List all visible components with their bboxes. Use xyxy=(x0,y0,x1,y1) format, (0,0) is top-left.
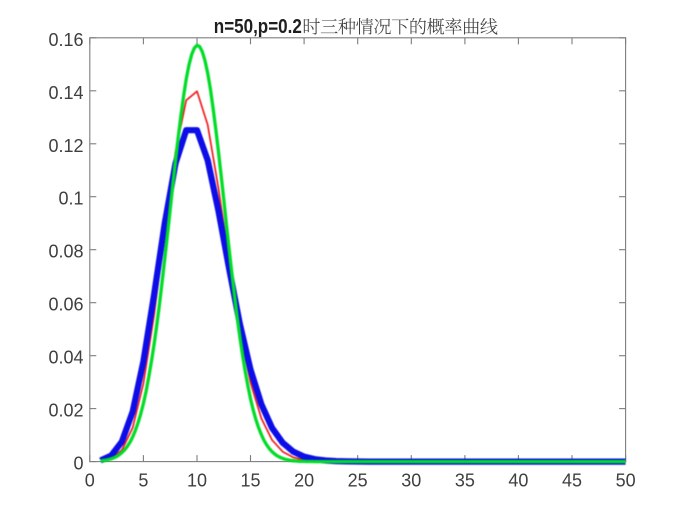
svg-text:15: 15 xyxy=(240,470,260,490)
svg-text:45: 45 xyxy=(562,470,582,490)
svg-text:0: 0 xyxy=(85,470,95,490)
svg-text:0.12: 0.12 xyxy=(48,136,83,156)
svg-text:0.14: 0.14 xyxy=(48,83,83,103)
svg-text:0.02: 0.02 xyxy=(48,401,83,421)
svg-text:30: 30 xyxy=(401,470,421,490)
svg-text:20: 20 xyxy=(294,470,314,490)
svg-text:5: 5 xyxy=(138,470,148,490)
svg-text:35: 35 xyxy=(455,470,475,490)
svg-text:50: 50 xyxy=(616,470,636,490)
svg-text:0: 0 xyxy=(73,454,83,474)
svg-text:10: 10 xyxy=(187,470,207,490)
svg-text:0.08: 0.08 xyxy=(48,242,83,262)
svg-text:0.04: 0.04 xyxy=(48,348,83,368)
svg-text:25: 25 xyxy=(348,470,368,490)
svg-text:0.1: 0.1 xyxy=(58,189,83,209)
svg-text:0.06: 0.06 xyxy=(48,295,83,315)
svg-text:0.16: 0.16 xyxy=(48,30,83,50)
svg-text:40: 40 xyxy=(508,470,528,490)
svg-text:n=50,p=0.2: n=50,p=0.2 xyxy=(214,16,302,38)
